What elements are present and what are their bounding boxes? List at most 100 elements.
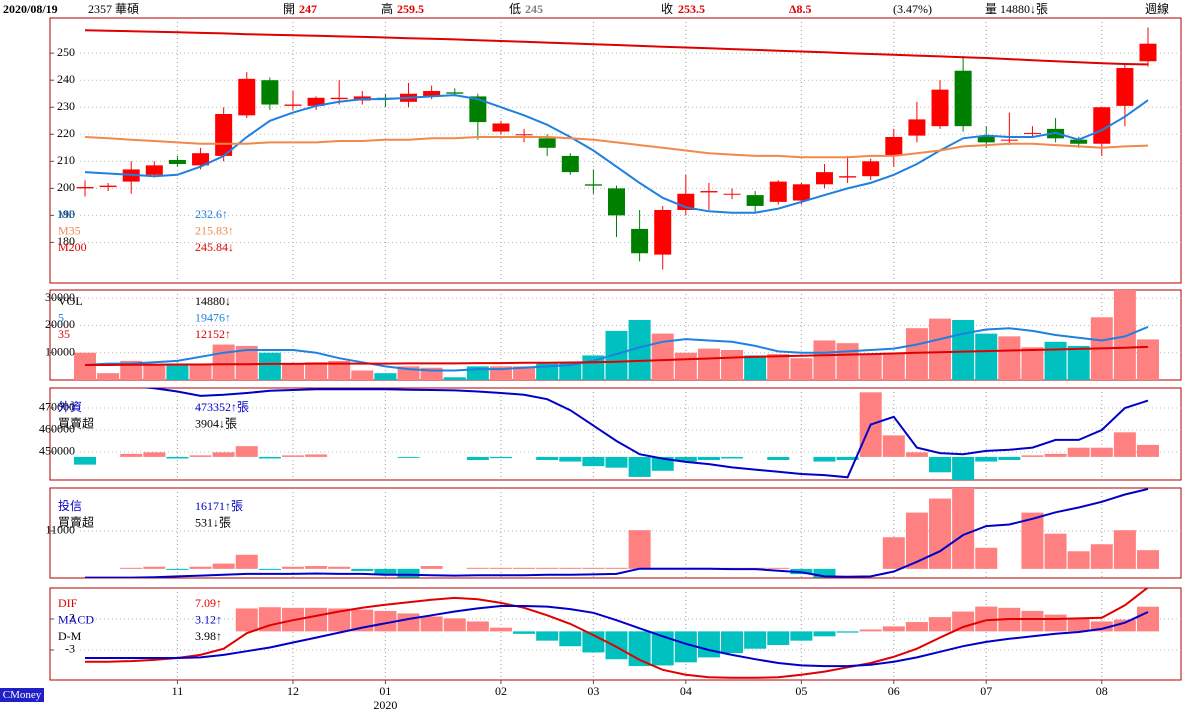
bar	[952, 320, 975, 380]
bar	[697, 456, 720, 460]
bar	[143, 452, 166, 457]
candle-body	[608, 188, 625, 216]
bar	[489, 627, 512, 632]
x-tick-label: 07	[980, 684, 992, 698]
line-series	[84, 136, 1149, 159]
volume: 量 14880↓張	[985, 2, 1048, 16]
legend-name: VOL	[58, 294, 83, 308]
candle-body	[284, 104, 302, 106]
bar	[1090, 447, 1113, 457]
bar	[328, 566, 351, 569]
bar	[767, 456, 790, 460]
legend-name: D-M	[58, 629, 82, 643]
bar	[1021, 610, 1044, 632]
bar	[443, 377, 466, 380]
high-value: 259.5	[397, 2, 424, 16]
bar	[536, 456, 559, 460]
bar	[975, 456, 998, 462]
legend-value: 473352↑張	[195, 400, 249, 414]
bar	[813, 568, 836, 578]
candle-body	[931, 89, 949, 127]
y-tick-label: 180	[57, 234, 75, 248]
line-series	[84, 325, 1149, 372]
brand-box	[0, 688, 44, 702]
candle-body	[145, 165, 163, 175]
candle-body	[538, 138, 556, 148]
period: 週線	[1145, 1, 1169, 16]
bar	[120, 567, 143, 569]
legend-name: DIF	[58, 596, 78, 610]
bar	[1044, 453, 1067, 457]
line-series	[85, 605, 1149, 668]
legend-value: 215.83↑	[195, 223, 234, 237]
y-tick-label: 20000	[45, 317, 75, 331]
bar	[281, 566, 304, 569]
y-tick-label: 470000	[39, 400, 75, 414]
bar	[697, 348, 720, 380]
bar	[536, 363, 559, 380]
candle-body	[1023, 132, 1041, 134]
candle-body	[977, 135, 995, 143]
bar	[674, 352, 697, 380]
bar	[351, 568, 374, 571]
panel-frame	[49, 487, 1182, 579]
close-label: 收	[661, 2, 673, 16]
bar	[1021, 512, 1044, 569]
bar	[559, 362, 582, 380]
legend-value: 19476↑	[195, 310, 231, 324]
panel	[80, 488, 1181, 578]
bar	[767, 567, 790, 569]
bar	[1113, 619, 1136, 632]
y-tick-label: 2	[69, 611, 75, 625]
bar	[1090, 544, 1113, 569]
bar	[97, 373, 120, 380]
bar	[328, 608, 351, 632]
legend-name: 35	[58, 327, 70, 341]
bar	[905, 512, 928, 569]
candle-body	[330, 97, 348, 100]
bar	[143, 566, 166, 569]
open-label: 開	[283, 2, 295, 16]
bar	[1137, 339, 1159, 380]
bar	[281, 455, 304, 457]
bar	[189, 363, 212, 380]
legend-value: 531↓張	[195, 515, 231, 529]
bar	[212, 452, 235, 457]
line-series	[85, 588, 1149, 679]
candle-body	[76, 187, 94, 189]
candle-body	[307, 97, 325, 106]
bar	[120, 453, 143, 457]
panel-frame	[49, 587, 1182, 681]
bar	[166, 568, 189, 570]
bar	[305, 607, 328, 632]
low-label: 低	[509, 2, 521, 16]
bar	[998, 456, 1021, 460]
x-tick-label: 06	[888, 684, 900, 698]
candle-body	[561, 155, 579, 173]
candle-body	[862, 161, 880, 177]
line-series	[85, 345, 1149, 366]
y-tick-label: 460000	[39, 422, 75, 436]
bar	[859, 629, 882, 632]
bar	[605, 631, 628, 660]
candle-body	[815, 172, 833, 185]
candle-body	[654, 209, 672, 255]
low-value: 245	[525, 2, 543, 16]
bar	[374, 373, 397, 380]
candle-body	[908, 119, 926, 136]
bar	[1067, 551, 1090, 569]
y-tick-label: 230	[57, 99, 75, 113]
bar	[582, 567, 605, 569]
bar	[605, 456, 628, 468]
bar	[536, 567, 559, 569]
bar	[466, 621, 489, 632]
candle-body	[839, 176, 857, 178]
bar	[1044, 614, 1067, 632]
bar	[674, 456, 697, 462]
candle-body	[954, 70, 972, 127]
bar	[305, 454, 328, 457]
bar	[166, 363, 189, 380]
legend-value: 7.09↑	[195, 596, 222, 610]
bar	[559, 567, 582, 569]
y-tick-label: 210	[57, 153, 75, 167]
